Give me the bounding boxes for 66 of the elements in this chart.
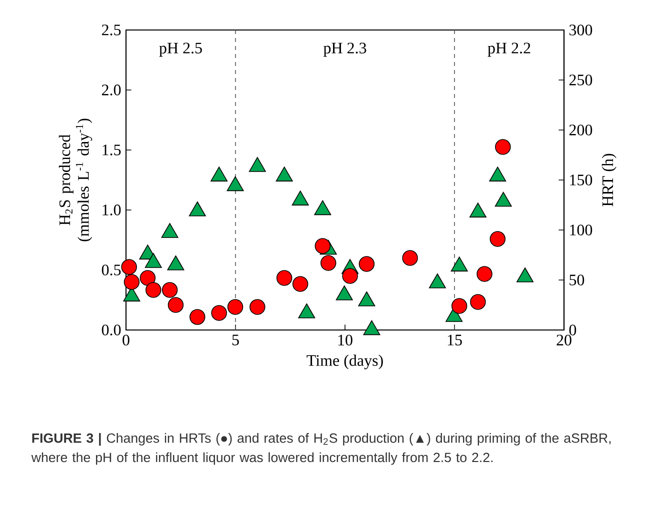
point: [314, 200, 332, 216]
point: [190, 309, 206, 325]
point: [250, 299, 266, 315]
point: [402, 250, 418, 266]
point: [188, 201, 206, 216]
point: [450, 256, 468, 272]
point: [124, 274, 140, 290]
y-tick-label: 1.5: [102, 144, 121, 156]
annotation: pH 2.5: [159, 42, 202, 57]
point: [314, 238, 331, 254]
point: [211, 305, 227, 321]
point: [162, 282, 178, 298]
point: [476, 266, 492, 282]
point: [144, 253, 162, 268]
point: [342, 268, 358, 284]
x-tick-label: 15: [448, 334, 462, 346]
y2-tick-label: 200: [569, 124, 592, 136]
point: [210, 166, 228, 182]
point: [489, 166, 506, 182]
point: [363, 320, 380, 336]
y2-axis-title: HRT (h): [602, 154, 616, 206]
y2-tick-label: 0: [569, 324, 576, 336]
point: [161, 223, 178, 238]
y-tick-label: 1.0: [102, 204, 121, 216]
point: [121, 259, 137, 275]
point: [469, 202, 486, 218]
y-tick-label: 2.0: [102, 84, 121, 96]
point: [451, 298, 468, 314]
x-axis-title: Time (days): [306, 354, 383, 370]
point: [168, 297, 184, 313]
point: [276, 166, 293, 182]
point: [470, 294, 486, 310]
y2-tick-label: 100: [570, 224, 592, 236]
point: [276, 270, 292, 286]
point: [516, 267, 534, 282]
x-tick-label: 20: [556, 334, 572, 346]
x-tick-label: 5: [232, 334, 239, 346]
point: [292, 190, 309, 206]
point: [358, 256, 375, 272]
point: [248, 157, 266, 172]
point: [140, 270, 156, 286]
point: [428, 273, 446, 288]
point: [226, 176, 244, 192]
y-tick-label: 2.5: [102, 24, 121, 36]
point: [320, 255, 336, 271]
point: [494, 192, 512, 207]
point: [292, 276, 308, 292]
x-tick-label: 0: [122, 334, 130, 346]
point: [358, 291, 376, 306]
annotation: pH 2.3: [323, 42, 366, 57]
y2-tick-label: 150: [570, 174, 592, 186]
point: [495, 139, 511, 155]
point: [336, 285, 353, 300]
point: [167, 255, 184, 270]
point: [227, 299, 244, 315]
y2-tick-label: 300: [569, 24, 592, 36]
y2-tick-label: 50: [570, 274, 584, 286]
point: [298, 303, 316, 318]
y-tick-label: 0.0: [102, 324, 121, 336]
x-tick-label: 10: [338, 334, 352, 346]
y2-tick-label: 250: [569, 74, 592, 86]
text: FIGURE 3 | Changes in HRTs (●) and rates of H$_{2}$S production (▲) during priming of the aSRBR, where the pH of the influent liquor was lowered incrementally from 2.5 to 2.2.: [31, 433, 611, 465]
y-tick-label: 0.5: [102, 264, 121, 276]
annotation: pH 2.2: [488, 42, 530, 57]
point: [146, 282, 162, 298]
point: [490, 231, 506, 247]
